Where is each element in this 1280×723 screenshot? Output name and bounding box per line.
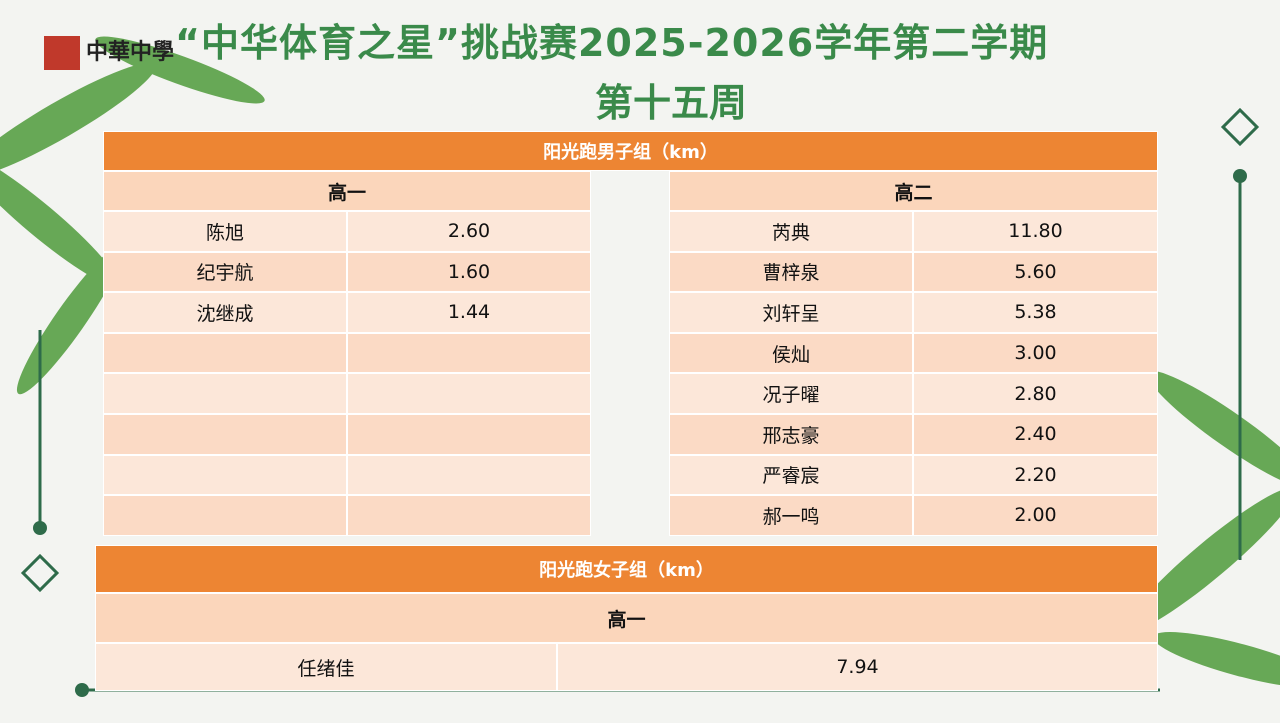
distance-cell: 1.60 xyxy=(347,251,591,293)
empty-cell xyxy=(347,495,591,536)
distance-cell: 2.60 xyxy=(347,211,591,252)
name-cell: 邢志豪 xyxy=(669,414,913,455)
table-title: 阳光跑女子组（km） xyxy=(95,545,1158,593)
name-cell: 陈旭 xyxy=(103,211,347,252)
grade-header: 高一 xyxy=(103,171,591,211)
distance-cell: 2.00 xyxy=(913,495,1158,536)
distance-cell: 5.60 xyxy=(913,251,1158,293)
name-cell: 侯灿 xyxy=(669,332,913,374)
distance-cell: 2.80 xyxy=(913,373,1158,414)
distance-cell: 2.40 xyxy=(913,414,1158,455)
name-cell: 严睿宸 xyxy=(669,454,913,496)
empty-cell xyxy=(347,414,591,455)
name-cell: 况子曜 xyxy=(669,373,913,414)
distance-cell: 2.20 xyxy=(913,454,1158,496)
empty-cell xyxy=(103,414,347,455)
empty-cell xyxy=(347,373,591,414)
empty-cell xyxy=(103,495,347,536)
name-cell: 芮典 xyxy=(669,211,913,252)
empty-cell xyxy=(103,454,347,496)
grade-header: 高二 xyxy=(669,171,1158,211)
empty-cell xyxy=(347,332,591,374)
empty-cell xyxy=(347,454,591,496)
distance-cell: 3.00 xyxy=(913,332,1158,374)
name-cell: 任绪佳 xyxy=(95,643,557,691)
distance-cell: 5.38 xyxy=(913,292,1158,333)
empty-cell xyxy=(103,332,347,374)
name-cell: 刘轩呈 xyxy=(669,292,913,333)
name-cell: 郝一鸣 xyxy=(669,495,913,536)
distance-cell: 7.94 xyxy=(557,643,1158,691)
empty-cell xyxy=(103,373,347,414)
logo-text: 中華中學 xyxy=(86,39,175,65)
name-cell: 曹梓泉 xyxy=(669,251,913,293)
name-cell: 纪宇航 xyxy=(103,251,347,293)
distance-cell: 11.80 xyxy=(913,211,1158,252)
distance-cell: 1.44 xyxy=(347,292,591,333)
grade-header: 高一 xyxy=(95,593,1158,643)
table-title: 阳光跑男子组（km） xyxy=(103,131,1158,171)
name-cell: 沈继成 xyxy=(103,292,347,333)
subtitle: 第十五周 xyxy=(594,81,747,125)
title: “中华体育之星”挑战赛2025-2026学年第二学期 xyxy=(175,21,1049,65)
